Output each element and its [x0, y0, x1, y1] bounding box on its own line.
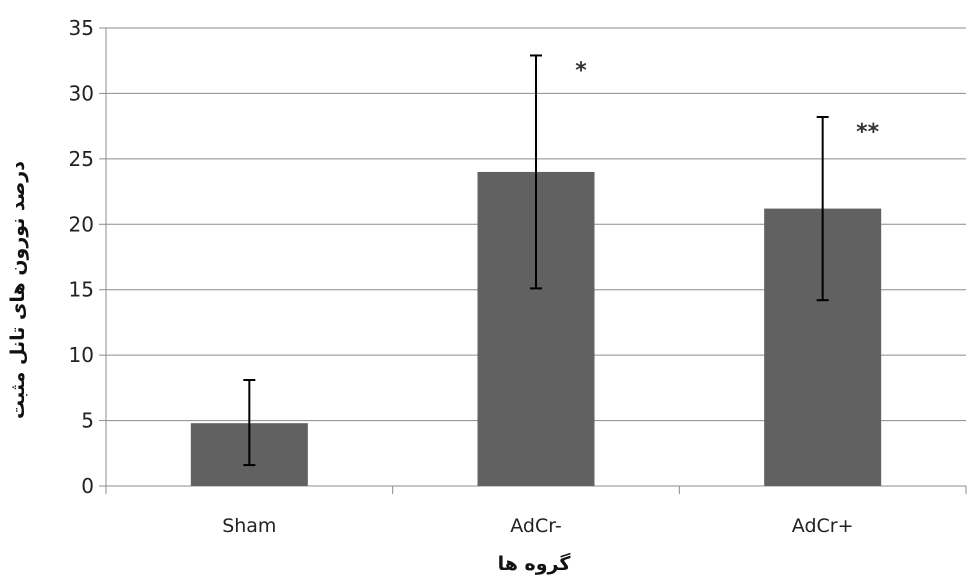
y-tick-label: 0: [81, 474, 94, 498]
category-label: AdCr-: [510, 515, 561, 537]
y-tick-label: 30: [69, 81, 94, 105]
y-tick-label: 5: [81, 409, 94, 433]
y-tick-label: 10: [69, 343, 94, 367]
category-label: AdCr+: [792, 515, 854, 537]
bars: [190, 171, 882, 486]
y-tick-label: 25: [69, 147, 94, 171]
y-tick-label: 15: [69, 278, 94, 302]
error-bars: [243, 54, 829, 467]
y-axis-ticks: 0 5 10 15 20 25 30 35: [69, 16, 106, 498]
category-label: Sham: [222, 515, 276, 537]
significance-mark: **: [856, 120, 880, 145]
x-axis-ticks: Sham AdCr- AdCr+: [222, 515, 853, 537]
x-axis-title: گروه ها: [498, 552, 572, 575]
y-tick-label: 20: [69, 212, 94, 236]
significance-marks: ***: [575, 58, 879, 145]
y-tick-label: 35: [69, 16, 94, 40]
y-axis-title: درصد نورون های تانل مثبت: [7, 161, 29, 419]
significance-mark: *: [575, 58, 587, 83]
